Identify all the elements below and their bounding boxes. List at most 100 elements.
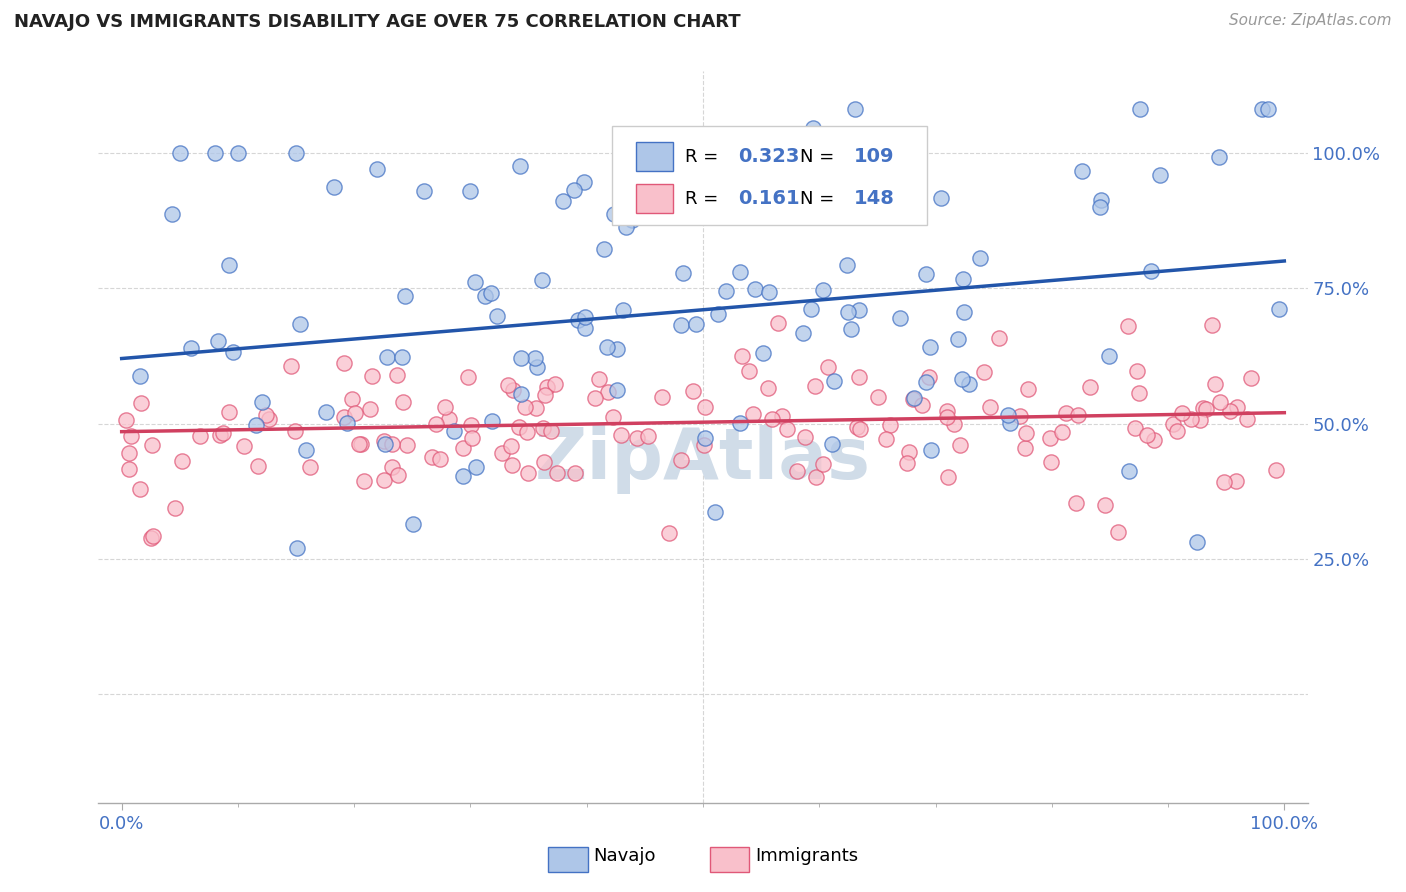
Text: 0.161: 0.161 <box>738 189 800 209</box>
Point <box>567 312 589 326</box>
Point <box>598 385 620 400</box>
Point <box>429 452 451 467</box>
Point <box>811 283 834 297</box>
Point <box>1128 385 1150 400</box>
Point <box>501 458 523 472</box>
Point <box>637 429 659 443</box>
Point <box>1251 103 1274 117</box>
Point <box>524 351 547 366</box>
Point <box>602 207 624 221</box>
Point <box>692 438 714 452</box>
Point <box>997 409 1019 423</box>
FancyBboxPatch shape <box>637 185 672 213</box>
Point <box>583 391 606 405</box>
Point <box>394 289 416 303</box>
Point <box>209 428 232 442</box>
Point <box>481 414 503 428</box>
Text: R =: R = <box>685 190 724 208</box>
Text: N =: N = <box>800 148 839 166</box>
Point <box>1090 193 1112 207</box>
Point <box>848 303 870 318</box>
Point <box>1078 380 1101 394</box>
Point <box>1050 425 1073 439</box>
Point <box>957 377 980 392</box>
Point <box>180 341 202 355</box>
Point <box>1071 163 1094 178</box>
Point <box>685 317 707 331</box>
Point <box>1201 318 1223 332</box>
Point <box>204 145 226 160</box>
Point <box>254 408 277 422</box>
Point <box>163 501 186 516</box>
Point <box>162 207 184 221</box>
Point <box>929 191 952 205</box>
Point <box>936 470 959 484</box>
Point <box>1208 394 1230 409</box>
Point <box>868 390 890 404</box>
Point <box>451 442 474 456</box>
Point <box>332 409 354 424</box>
Text: NAVAJO VS IMMIGRANTS DISABILITY AGE OVER 75 CORRELATION CHART: NAVAJO VS IMMIGRANTS DISABILITY AGE OVER… <box>14 13 741 31</box>
Point <box>299 460 322 475</box>
Point <box>844 103 866 117</box>
Point <box>425 417 447 432</box>
Point <box>593 243 616 257</box>
Point <box>950 372 973 386</box>
Point <box>1149 168 1171 182</box>
Point <box>361 368 384 383</box>
Point <box>728 265 751 279</box>
Point <box>595 340 617 354</box>
Point <box>804 378 827 392</box>
Point <box>896 456 918 470</box>
Point <box>322 179 344 194</box>
Point <box>129 482 152 496</box>
Point <box>533 455 555 469</box>
Point <box>942 417 965 431</box>
Point <box>139 531 162 545</box>
Point <box>897 445 920 459</box>
Point <box>387 468 409 483</box>
Point <box>1116 318 1139 333</box>
Point <box>879 417 901 432</box>
Point <box>517 467 540 481</box>
Point <box>1265 463 1288 477</box>
Point <box>250 395 273 409</box>
Point <box>1166 425 1188 439</box>
Point <box>117 445 139 459</box>
Text: Immigrants: Immigrants <box>755 847 858 865</box>
Text: ZipAtlas: ZipAtlas <box>536 425 870 493</box>
FancyBboxPatch shape <box>613 126 927 225</box>
Point <box>474 288 496 302</box>
Point <box>350 437 373 451</box>
Point <box>465 459 488 474</box>
Point <box>949 438 972 452</box>
Point <box>1208 150 1230 164</box>
Point <box>1140 264 1163 278</box>
Point <box>1107 524 1129 539</box>
Point <box>817 359 839 374</box>
Point <box>614 220 637 235</box>
Point <box>651 390 673 404</box>
Point <box>1195 401 1218 416</box>
Point <box>1054 406 1077 420</box>
Point <box>998 417 1021 431</box>
Point <box>1191 401 1213 415</box>
Point <box>1226 400 1249 414</box>
Point <box>738 364 761 378</box>
Point <box>534 388 557 402</box>
Point <box>280 359 302 373</box>
Point <box>437 411 460 425</box>
Point <box>433 400 456 414</box>
Point <box>172 454 194 468</box>
Point <box>509 386 531 401</box>
Point <box>457 369 479 384</box>
Point <box>574 310 596 325</box>
Point <box>391 350 413 364</box>
Point <box>531 273 554 287</box>
Point <box>1125 364 1147 378</box>
Point <box>460 417 482 432</box>
Point <box>486 310 509 324</box>
Point <box>288 317 311 331</box>
Point <box>353 474 375 488</box>
Text: 109: 109 <box>855 147 894 166</box>
